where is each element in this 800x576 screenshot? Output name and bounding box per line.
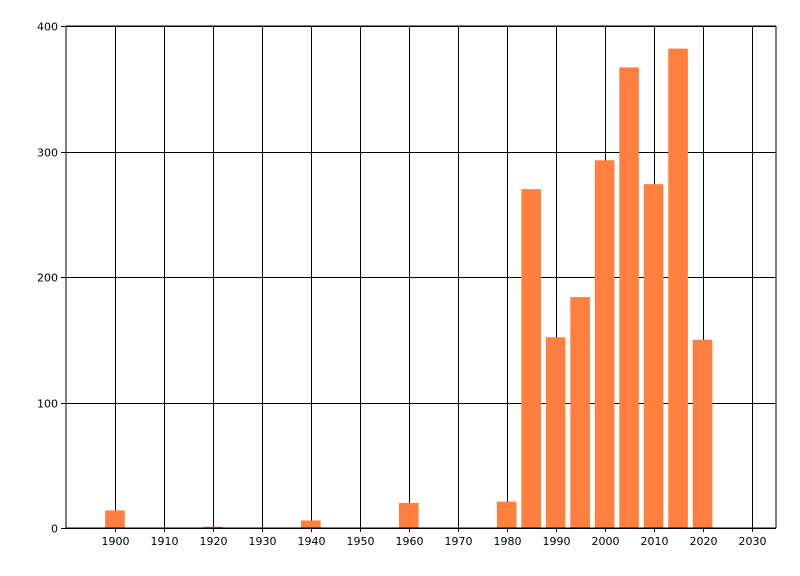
bar <box>619 67 639 528</box>
x-tick-label: 2020 <box>690 535 718 548</box>
bar <box>668 48 688 529</box>
x-tick-labels: 1900 1910 1920 1930 1940 1950 1960 1970 1980 1990… <box>102 535 767 548</box>
bar <box>643 184 664 528</box>
x-tick-label: 1980 <box>494 535 522 548</box>
bar <box>545 337 566 528</box>
y-tick-label: 100 <box>37 398 58 411</box>
y-tick-label: 400 <box>37 21 58 34</box>
bar <box>398 502 419 528</box>
x-tick-label: 1960 <box>396 535 424 548</box>
bar <box>570 297 590 528</box>
bar <box>496 501 517 528</box>
bar <box>301 520 321 528</box>
x-tick-label: 1990 <box>543 535 571 548</box>
bar <box>594 160 615 528</box>
x-tick-label: 1900 <box>102 535 130 548</box>
x-tick-label: 2030 <box>739 535 767 548</box>
y-tick-label: 200 <box>37 272 58 285</box>
x-tick-label: 1910 <box>151 535 179 548</box>
y-tick-labels: 0 100 200 300 400 <box>37 21 58 536</box>
x-tick-label: 2000 <box>592 535 620 548</box>
x-tick-label: 1920 <box>200 535 228 548</box>
x-tick-label: 1930 <box>249 535 277 548</box>
x-tick-label: 2010 <box>641 535 669 548</box>
y-tick-label: 300 <box>37 147 58 160</box>
bar <box>521 189 541 528</box>
bar <box>692 339 713 528</box>
x-tick-label: 1950 <box>347 535 375 548</box>
bar <box>105 510 125 528</box>
axes <box>65 26 776 529</box>
bars <box>105 48 713 529</box>
y-tick-label: 0 <box>51 523 58 536</box>
x-tick-label: 1970 <box>445 535 473 548</box>
bar <box>203 526 223 528</box>
x-tick-label: 1940 <box>298 535 326 548</box>
